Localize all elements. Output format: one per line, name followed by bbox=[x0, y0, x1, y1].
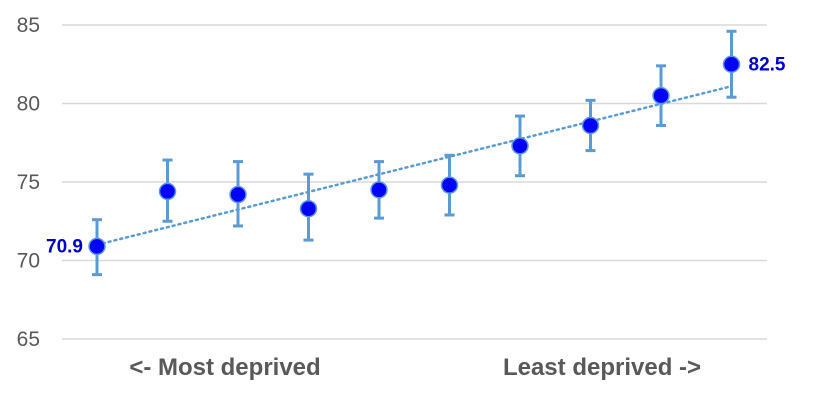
trendline-group bbox=[95, 84, 733, 247]
data-point bbox=[440, 176, 459, 194]
data-point bbox=[88, 237, 106, 256]
data-labels: 70.9 82.5 bbox=[46, 54, 786, 257]
y-tick-label: 80 bbox=[17, 93, 40, 116]
data-point bbox=[511, 137, 529, 155]
x-annotation-most-deprived: <- Most deprived bbox=[129, 354, 320, 381]
data-points bbox=[88, 55, 741, 256]
gridlines bbox=[62, 24, 767, 340]
data-label: 70.9 bbox=[46, 236, 83, 257]
y-tick-label: 85 bbox=[17, 14, 40, 37]
data-point bbox=[722, 55, 741, 73]
data-point bbox=[652, 86, 670, 105]
trendline bbox=[95, 84, 733, 247]
data-point bbox=[370, 181, 388, 199]
y-tick-label: 65 bbox=[17, 328, 40, 351]
data-label: 82.5 bbox=[749, 54, 786, 75]
x-annotation-least-deprived: Least deprived -> bbox=[503, 354, 701, 381]
data-point bbox=[229, 185, 247, 204]
y-tick-label: 75 bbox=[17, 171, 40, 194]
data-point bbox=[581, 116, 600, 135]
y-axis: 65 70 75 80 85 bbox=[17, 14, 40, 351]
y-tick-label: 70 bbox=[17, 250, 40, 273]
data-point bbox=[299, 199, 318, 218]
error-bars bbox=[92, 29, 737, 277]
data-point bbox=[158, 182, 177, 201]
